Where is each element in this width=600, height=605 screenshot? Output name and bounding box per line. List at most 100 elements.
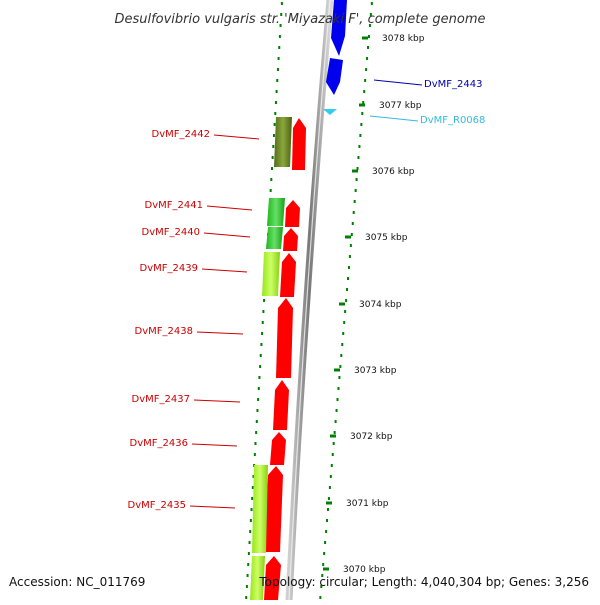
- track-guide-dot: [360, 123, 363, 126]
- track-guide-dot: [329, 475, 332, 478]
- ruler-tick-label: 3071 kbp: [346, 499, 389, 509]
- gene-label: DvMF_2439: [140, 263, 198, 274]
- gene-label: DvMF_2442: [152, 129, 210, 140]
- cog-block-dvmf-2442: [274, 117, 292, 167]
- gene-leader-line: [193, 399, 241, 403]
- track-guide-dot: [256, 409, 259, 412]
- gene-leader-line: [191, 443, 238, 447]
- track-guide-dot: [367, 46, 370, 49]
- track-guide-dot: [351, 222, 354, 225]
- track-guide-dot: [279, 24, 282, 27]
- gene-leader-line: [206, 205, 253, 211]
- ruler-tick: [339, 302, 345, 306]
- track-guide-dot: [277, 57, 280, 60]
- track-guide-dot: [353, 200, 356, 203]
- ruler-tick-label: 3073 kbp: [354, 366, 397, 376]
- track-guide-dot: [333, 431, 336, 434]
- track-guide-dot: [258, 376, 261, 379]
- ruler-tick: [362, 36, 368, 40]
- track-guide-dot: [325, 530, 328, 533]
- gene-arrow-dvmf-2442: [292, 118, 306, 170]
- cog-block-dvmf-2439: [262, 252, 280, 296]
- cog-block-next: [250, 556, 265, 600]
- cog-block-dvmf-2435: [252, 465, 268, 553]
- track-guide-dot: [278, 46, 281, 49]
- track-guide-dot: [323, 552, 326, 555]
- gene-arrow-dvmf-2443-top: [331, 0, 347, 56]
- track-guide-dot: [247, 563, 250, 566]
- gene-leader-line: [201, 268, 248, 273]
- track-guide-dot: [361, 112, 364, 115]
- map-title: Desulfovibrio vulgaris str. 'Miyazaki F'…: [114, 12, 485, 27]
- track-guide-dot: [362, 101, 365, 104]
- track-guide-dot: [257, 387, 260, 390]
- track-guide-dot: [341, 343, 344, 346]
- gene-label: DvMF_2440: [142, 227, 200, 238]
- gene-label: DvMF_2436: [130, 438, 188, 449]
- track-guide-dot: [270, 167, 273, 170]
- track-guide-dot: [324, 541, 327, 544]
- gene-leader-line: [373, 79, 423, 86]
- topology-text: Topology: circular; Length: 4,040,304 bp…: [258, 575, 589, 589]
- track-guide-dot: [280, 2, 283, 5]
- track-guide-dot: [272, 145, 275, 148]
- track-guide-dot: [340, 354, 343, 357]
- track-guide-dot: [370, 2, 373, 5]
- ruler-tick-label: 3074 kbp: [359, 300, 402, 310]
- track-guide-dot: [337, 387, 340, 390]
- track-guide-dot: [249, 530, 252, 533]
- track-guide-dot: [262, 310, 265, 313]
- ruler-tick: [326, 501, 332, 505]
- cog-block-dvmf-2440: [266, 227, 283, 249]
- track-guide-dot: [259, 365, 262, 368]
- ruler-tick: [334, 368, 340, 372]
- track-guide-dot: [367, 35, 370, 38]
- ruler-tick-label: 3070 kbp: [343, 565, 386, 575]
- track-guide-dot: [355, 178, 358, 181]
- track-guide-dot: [366, 57, 369, 60]
- track-guide-dot: [320, 585, 323, 588]
- ruler-tick: [323, 567, 329, 571]
- gene-arrow-dvmf-2441: [285, 200, 300, 227]
- track-guide-dot: [349, 244, 352, 247]
- ruler-tick-label: 3076 kbp: [372, 167, 415, 177]
- track-guide-dot: [359, 134, 362, 137]
- track-guide-dot: [344, 310, 347, 313]
- track-guide-dot: [364, 79, 367, 82]
- track-guide-dot: [255, 420, 258, 423]
- gene-leader-line: [196, 331, 244, 335]
- gene-label: DvMF_2435: [128, 500, 186, 511]
- track-guide-dot: [261, 332, 264, 335]
- cog-block-dvmf-2441: [267, 198, 285, 226]
- track-guide-dot: [332, 442, 335, 445]
- track-guide-dot: [276, 68, 279, 71]
- ruler-tick: [359, 103, 365, 107]
- track-guide-dot: [352, 211, 355, 214]
- gene-leader-line: [189, 505, 236, 509]
- track-guide-dot: [363, 90, 366, 93]
- ruler-tick: [352, 169, 358, 173]
- track-guide-dot: [350, 233, 353, 236]
- track-guide-dot: [254, 442, 257, 445]
- gene-arrow-dvmf-2436: [270, 432, 286, 465]
- track-guide-dot: [273, 123, 276, 126]
- track-guide-dot: [335, 409, 338, 412]
- gene-arrow-dvmf-2443: [326, 58, 343, 95]
- gene-label: DvMF_2441: [145, 200, 203, 211]
- track-guide-dot: [326, 519, 329, 522]
- track-guide-dot: [358, 145, 361, 148]
- track-guide-dot: [343, 321, 346, 324]
- track-guide-dot: [348, 255, 351, 258]
- track-guide-dot: [274, 112, 277, 115]
- gene-leader-line: [203, 232, 251, 238]
- gene-arrow-dvmf-2440: [283, 228, 298, 251]
- track-guide-dot: [270, 178, 273, 181]
- track-guide-dot: [342, 332, 345, 335]
- track-guide-dot: [245, 596, 248, 599]
- track-guide-dot: [251, 497, 254, 500]
- gene-leader-line: [369, 115, 419, 122]
- ruler-tick-label: 3077 kbp: [379, 101, 422, 111]
- track-guide-dot: [278, 35, 281, 38]
- track-guide-dot: [272, 134, 275, 137]
- track-guide-dot: [369, 13, 372, 16]
